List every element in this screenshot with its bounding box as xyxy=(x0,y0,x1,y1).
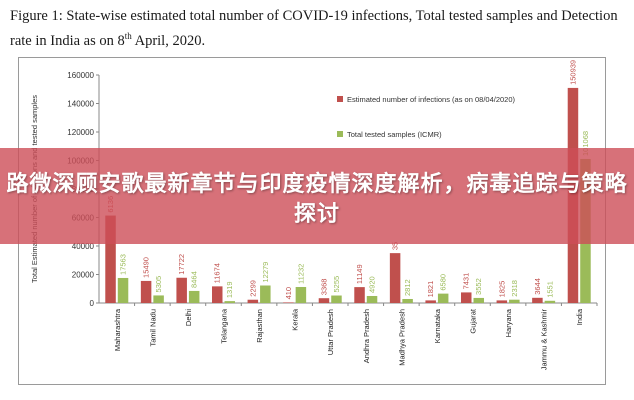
legend-entry: Total tested samples (ICMR) xyxy=(347,130,442,139)
bar xyxy=(105,215,116,303)
category-label: Uttar Pradesh xyxy=(326,309,335,355)
data-label: 12279 xyxy=(261,262,270,283)
y-tick-label: 20000 xyxy=(72,271,95,280)
data-label: 11232 xyxy=(296,264,305,284)
y-tick-label: 140000 xyxy=(67,100,94,109)
bar xyxy=(496,300,508,303)
bar xyxy=(544,300,556,303)
bar xyxy=(212,286,223,303)
legend-swatch xyxy=(337,131,343,137)
data-label: 3644 xyxy=(533,278,542,295)
data-label: 101068 xyxy=(581,131,590,156)
bar xyxy=(153,295,164,303)
data-label: 3552 xyxy=(474,278,483,295)
bar xyxy=(366,295,378,303)
bar xyxy=(283,302,294,303)
bar xyxy=(260,285,271,303)
bar xyxy=(188,290,200,303)
bar xyxy=(354,287,365,303)
category-label: Maharashtra xyxy=(113,308,122,351)
bar xyxy=(425,300,436,303)
category-label: Karnataka xyxy=(433,308,442,343)
bar xyxy=(473,297,484,303)
caption-text: Figure 1: State-wise estimated total num… xyxy=(10,8,618,49)
y-tick-label: 40000 xyxy=(72,242,95,251)
legend-swatch xyxy=(337,96,343,102)
overlay-banner xyxy=(0,148,634,244)
category-label: India xyxy=(575,308,584,325)
bar xyxy=(318,298,330,303)
data-label: 17722 xyxy=(177,254,186,275)
data-label: 4920 xyxy=(368,276,377,293)
caption-superscript: th xyxy=(124,31,132,41)
bar xyxy=(437,293,449,303)
data-label: 2299 xyxy=(248,280,257,297)
category-label: Kerala xyxy=(291,308,300,331)
data-label: 6580 xyxy=(439,274,448,291)
bar xyxy=(224,301,235,303)
category-label: Madhya Pradesh xyxy=(397,309,406,366)
category-label: Andhra Pradesh xyxy=(362,309,371,363)
bar xyxy=(509,299,520,303)
category-label: Gujarat xyxy=(469,308,478,334)
data-label: 17563 xyxy=(119,254,128,275)
bar xyxy=(176,277,187,303)
data-label: 1319 xyxy=(225,281,234,298)
data-label: 11149 xyxy=(355,264,364,284)
y-tick-label: 0 xyxy=(90,299,95,308)
bar xyxy=(389,253,401,303)
data-label: 1821 xyxy=(426,281,435,298)
data-label: 11674 xyxy=(213,263,222,283)
y-tick-label: 120000 xyxy=(67,128,94,137)
legend-entry: Estimated number of infections (as on 08… xyxy=(347,95,516,104)
data-label: 8464 xyxy=(190,271,199,288)
category-label: Rajasthan xyxy=(255,309,264,343)
data-label: 2318 xyxy=(510,280,519,297)
data-label: 35 xyxy=(391,242,400,250)
bar xyxy=(247,299,259,303)
data-label: 3368 xyxy=(319,279,328,296)
data-label: 1551 xyxy=(545,281,554,298)
banner-headline: 路微深顾安歌最新章节与印度疫情深度解析，病毒追踪与策略探讨 xyxy=(6,172,628,227)
category-label: Haryana xyxy=(504,308,513,337)
data-label: 15490 xyxy=(142,257,151,278)
data-label: 410 xyxy=(284,287,293,300)
data-label: 5305 xyxy=(154,276,163,293)
bar xyxy=(117,277,129,303)
data-label: 5255 xyxy=(332,276,341,293)
y-tick-label: 160000 xyxy=(67,71,94,80)
category-label: Tamil Nadu xyxy=(148,309,157,347)
bar xyxy=(140,280,152,303)
category-label: Delhi xyxy=(184,309,193,326)
data-label: 150939 xyxy=(568,60,577,85)
data-label: 2812 xyxy=(403,279,412,296)
bar xyxy=(461,292,472,303)
category-label: Jammu & Kashmir xyxy=(540,308,549,370)
bar xyxy=(331,295,342,303)
bar xyxy=(532,297,543,303)
figure-caption: Figure 1: State-wise estimated total num… xyxy=(10,6,630,51)
category-label: Telangana xyxy=(220,308,229,343)
bar xyxy=(402,298,413,303)
bar xyxy=(295,286,307,303)
data-label: 7431 xyxy=(462,273,471,290)
caption-suffix: April, 2020. xyxy=(131,32,206,49)
data-label: 1825 xyxy=(497,281,506,298)
